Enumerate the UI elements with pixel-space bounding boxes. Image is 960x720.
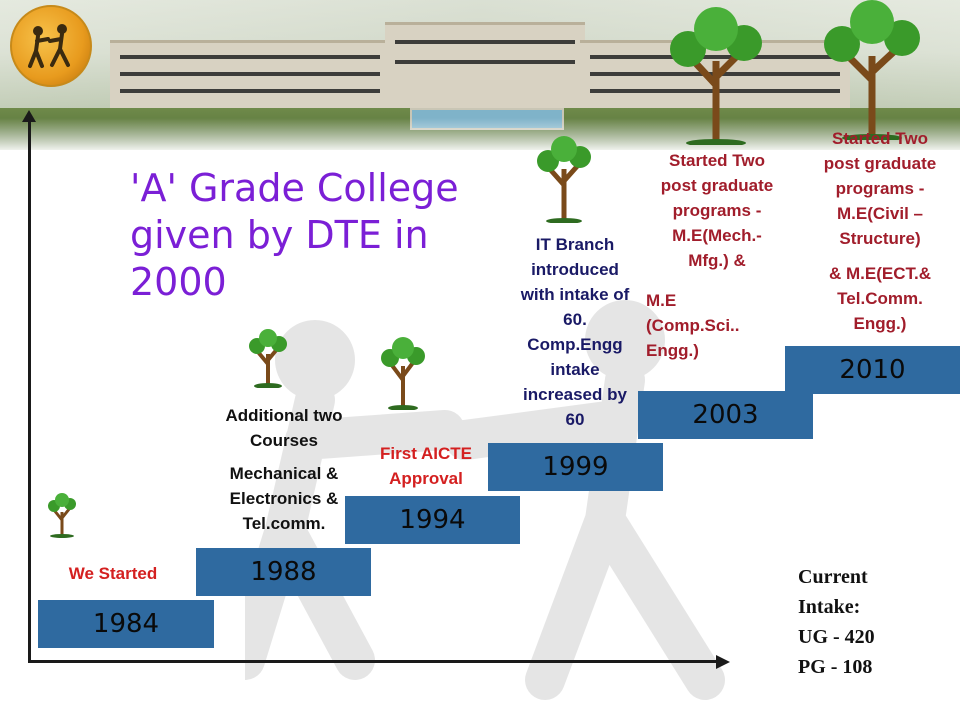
label-line: programs - — [672, 201, 762, 220]
label-1988: Additional two Courses Mechanical & Elec… — [200, 403, 368, 536]
year-box-1984: 1984 — [38, 600, 214, 648]
label-line: intake — [550, 360, 600, 379]
grade-title: 'A' Grade College given by DTE in 2000 — [130, 165, 510, 306]
label-1984: We Started — [68, 564, 158, 583]
label-line: Structure) — [839, 229, 921, 248]
arrow-right-icon — [716, 655, 730, 669]
college-logo — [10, 5, 92, 87]
label-line: with intake of — [520, 285, 630, 304]
label-line: Approval — [389, 469, 463, 488]
timeline-axis-vertical — [28, 118, 31, 663]
label-line: introduced — [531, 260, 619, 279]
label-line: post graduate — [823, 154, 937, 173]
label-line: 60 — [565, 410, 585, 429]
label-line: Comp.Engg — [527, 335, 623, 354]
label-2003: Started Two post graduate programs - M.E… — [646, 148, 788, 273]
title-line: 2000 — [130, 260, 227, 304]
label-1999: IT Branch introduced with intake of 60. … — [502, 232, 648, 432]
label-line: (Comp.Sci.. — [646, 316, 740, 335]
label-line: IT Branch — [535, 235, 615, 254]
label-line: Courses — [249, 431, 319, 450]
label-line: Engg.) — [646, 341, 699, 360]
title-line: 'A' Grade College — [130, 166, 459, 210]
title-line: given by DTE in — [130, 213, 429, 257]
label-line: Tel.comm. — [242, 514, 326, 533]
label-line: 60. — [563, 310, 587, 329]
label-line: increased by — [523, 385, 627, 404]
year-box-1994: 1994 — [345, 496, 520, 544]
label-line: Started Two — [831, 129, 929, 148]
campus-banner — [0, 0, 960, 150]
year-box-2003: 2003 — [638, 391, 813, 439]
label-1994: First AICTE Approval — [358, 441, 494, 491]
tree-icon — [381, 337, 425, 410]
tree-icon — [537, 136, 591, 223]
label-line: Started Two — [668, 151, 766, 170]
intake-heading: Intake: — [798, 596, 861, 618]
arrow-up-icon — [22, 110, 36, 122]
label-line: M.E — [646, 291, 677, 310]
label-line: post graduate — [660, 176, 774, 195]
label-2010: Started Two post graduate programs - M.E… — [806, 126, 954, 336]
intake-pg: PG - 108 — [798, 656, 873, 678]
watermark-figures — [245, 300, 725, 700]
timeline-axis-horizontal — [28, 660, 718, 663]
label-line: Engg.) — [853, 314, 907, 333]
label-line: Electronics & — [229, 489, 339, 508]
label-line: & M.E(ECT.& — [829, 264, 931, 283]
label-line: programs - — [835, 179, 925, 198]
intake-heading: Current — [798, 566, 868, 588]
label-line: Tel.Comm. — [837, 289, 923, 308]
year-box-2010: 2010 — [785, 346, 960, 394]
label-line: M.E(Civil – — [837, 204, 923, 223]
intake-ug: UG - 420 — [798, 626, 875, 648]
tree-icon — [249, 329, 287, 388]
tree-icon — [670, 7, 762, 145]
label-2003-cont: M.E (Comp.Sci.. Engg.) — [646, 288, 766, 363]
current-intake: Current Intake: UG - 420 PG - 108 — [798, 562, 875, 682]
tree-icon — [48, 493, 76, 538]
label-line: First AICTE — [380, 444, 472, 463]
year-box-1988: 1988 — [196, 548, 371, 596]
label-line: M.E(Mech.- — [672, 226, 762, 245]
label-line: Additional two — [225, 406, 343, 425]
year-box-1999: 1999 — [488, 443, 663, 491]
label-line: Mfg.) & — [688, 251, 746, 270]
label-line: Mechanical & — [229, 464, 339, 483]
tree-icon — [824, 0, 920, 140]
